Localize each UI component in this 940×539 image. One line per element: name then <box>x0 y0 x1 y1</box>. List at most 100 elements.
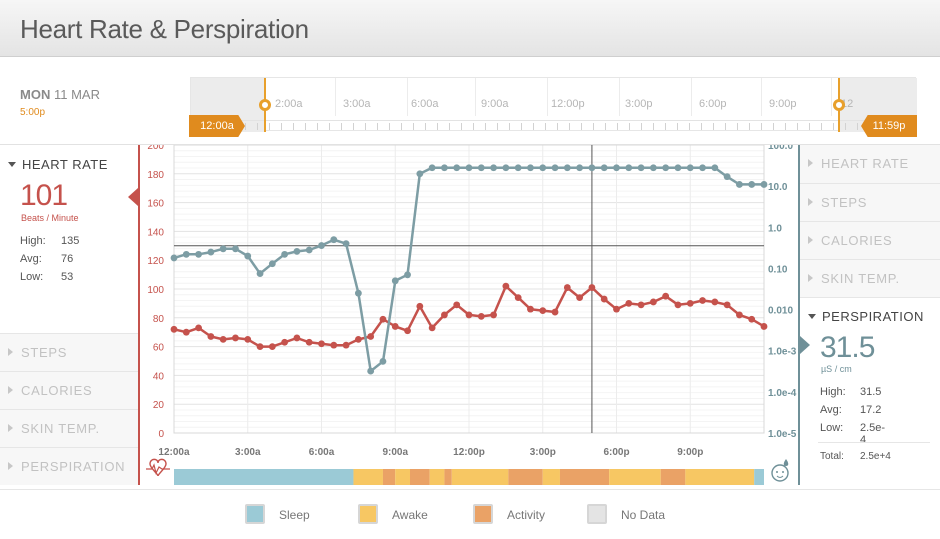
stat-value: 76 <box>61 253 74 265</box>
heart-rate-point <box>588 284 596 291</box>
y-left-tick-label: 0 <box>158 429 164 440</box>
perspiration-point <box>662 164 670 172</box>
timeline-tick <box>353 123 354 130</box>
perspiration-point <box>711 164 719 172</box>
timeline-tick <box>341 123 342 130</box>
left-tab-calories[interactable]: CALORIES <box>0 371 138 409</box>
timeline-tick <box>761 123 762 130</box>
perspiration-point <box>441 164 448 172</box>
caret-right-icon <box>808 274 813 282</box>
perspiration-point <box>281 250 289 258</box>
x-tick-label: 6:00p <box>603 447 629 458</box>
timeline-label: 6:00a <box>411 98 439 110</box>
activity-segment-awake <box>609 469 661 485</box>
timeline-tick <box>845 123 846 130</box>
heart-rate-point <box>232 334 239 342</box>
heart-rate-point <box>465 311 473 319</box>
activity-segment-awake <box>395 469 410 485</box>
perspiration-point <box>699 164 706 172</box>
activity-segment-awake <box>542 469 560 485</box>
perspiration-total: Total: 2.5e+4 <box>820 451 891 462</box>
stat-value: 135 <box>61 235 80 247</box>
timeline-tick <box>365 123 366 130</box>
activity-segment-awake <box>451 469 509 485</box>
y-right-tick-label: 10.0 <box>768 182 788 193</box>
activity-segment-activity <box>660 469 686 485</box>
timeline-tick <box>749 123 750 130</box>
perspiration-point <box>490 164 497 172</box>
chart-canvas[interactable]: 0 20 40 60 80 100 120 140 160 180 200 1.0e-5 1.0e-4 1… <box>138 145 800 489</box>
x-tick-label: 6:00a <box>309 447 335 458</box>
heart-rate-point <box>268 343 276 350</box>
heart-rate-point <box>625 300 633 307</box>
heart-rate-header[interactable]: HEART RATE <box>8 157 108 172</box>
y-right-tick-label: 1.0 <box>768 223 782 234</box>
right-tab-heart-rate[interactable]: HEART RATE <box>800 145 940 183</box>
timeline-label: 12:00p <box>551 98 585 110</box>
stat-value: 17.2 <box>860 404 882 416</box>
perspiration-point <box>649 164 657 172</box>
timeline-label: 3:00a <box>343 98 371 110</box>
heart-rate-value: 101 <box>20 179 68 212</box>
stat-value: 2.5e+4 <box>860 451 891 462</box>
heart-rate-panel[interactable]: HEART RATE 101 Beats / Minute High: 135 … <box>0 145 138 333</box>
heart-rate-high: High: 135 <box>20 235 79 247</box>
y-right-tick-label: 100.0 <box>768 145 793 152</box>
activity-segment-sleep <box>174 469 354 485</box>
stat-label: Total: <box>820 451 844 462</box>
timeline-handle-end-knob[interactable] <box>833 99 845 111</box>
timeline-divider <box>619 78 620 116</box>
perspiration-point <box>268 260 276 268</box>
left-tab-perspiration[interactable]: PERSPIRATION <box>0 447 138 485</box>
x-tick-label: 9:00a <box>382 447 408 458</box>
tab-label: SKIN TEMP. <box>821 271 900 286</box>
perspiration-point <box>748 181 756 188</box>
x-tick-label: 9:00p <box>677 447 703 458</box>
end-time-flag[interactable]: 11:59p <box>861 115 917 137</box>
stat-label: High: <box>20 235 46 247</box>
heart-rate-point <box>576 294 584 302</box>
timeline-tick <box>701 123 702 130</box>
right-tab-skin-temp[interactable]: SKIN TEMP. <box>800 259 940 297</box>
perspiration-panel[interactable] <box>800 297 940 485</box>
timeline-tick <box>533 123 534 130</box>
timeline-ticks <box>191 120 917 130</box>
left-tab-skin-temp[interactable]: SKIN TEMP. <box>0 409 138 447</box>
left-tab-steps[interactable]: STEPS <box>0 333 138 371</box>
stat-label: Low: <box>820 422 844 434</box>
timeline-tick <box>797 123 798 130</box>
timeline-tick <box>461 123 462 130</box>
heart-rate-point <box>367 333 375 340</box>
heart-rate-pointer-icon <box>128 188 138 206</box>
timeline-tick <box>281 123 282 130</box>
start-time-flag[interactable]: 12:00a <box>189 115 245 137</box>
right-tab-steps[interactable]: STEPS <box>800 183 940 221</box>
perspiration-point <box>502 164 510 172</box>
caret-right-icon <box>808 236 813 244</box>
legend-label: No Data <box>621 508 666 522</box>
heart-rate-point <box>330 341 338 349</box>
heart-rate-point <box>760 323 768 330</box>
x-tick-label: 12:00a <box>158 447 190 458</box>
timeline-tick <box>593 123 594 130</box>
right-tab-calories[interactable]: CALORIES <box>800 221 940 259</box>
heart-rate-point <box>699 297 706 304</box>
timeline-tick <box>713 123 714 130</box>
timeline-scrubber[interactable]: 2:00a 3:00a 6:00a 9:00a 12:00p 3:00p 6:00p 9:00… <box>189 77 917 137</box>
timeline-tick <box>413 123 414 130</box>
timeline-handle-start-knob[interactable] <box>259 99 271 111</box>
timeline-divider <box>831 78 832 116</box>
x-tick-label: 12:00p <box>453 447 485 458</box>
plot-frame <box>173 145 765 434</box>
perspiration-header[interactable]: PERSPIRATION <box>808 309 924 324</box>
perspiration-point <box>453 164 461 172</box>
heart-rate-point <box>490 311 497 319</box>
legend-swatch <box>245 504 265 524</box>
perspiration-point <box>219 245 227 253</box>
perspiration-point <box>342 240 350 248</box>
heart-rate-point <box>379 315 387 323</box>
perspiration-point <box>256 270 264 277</box>
perspiration-point <box>674 164 682 172</box>
heart-rate-label: HEART RATE <box>22 157 108 172</box>
y-left-tick-label: 100 <box>147 285 164 296</box>
